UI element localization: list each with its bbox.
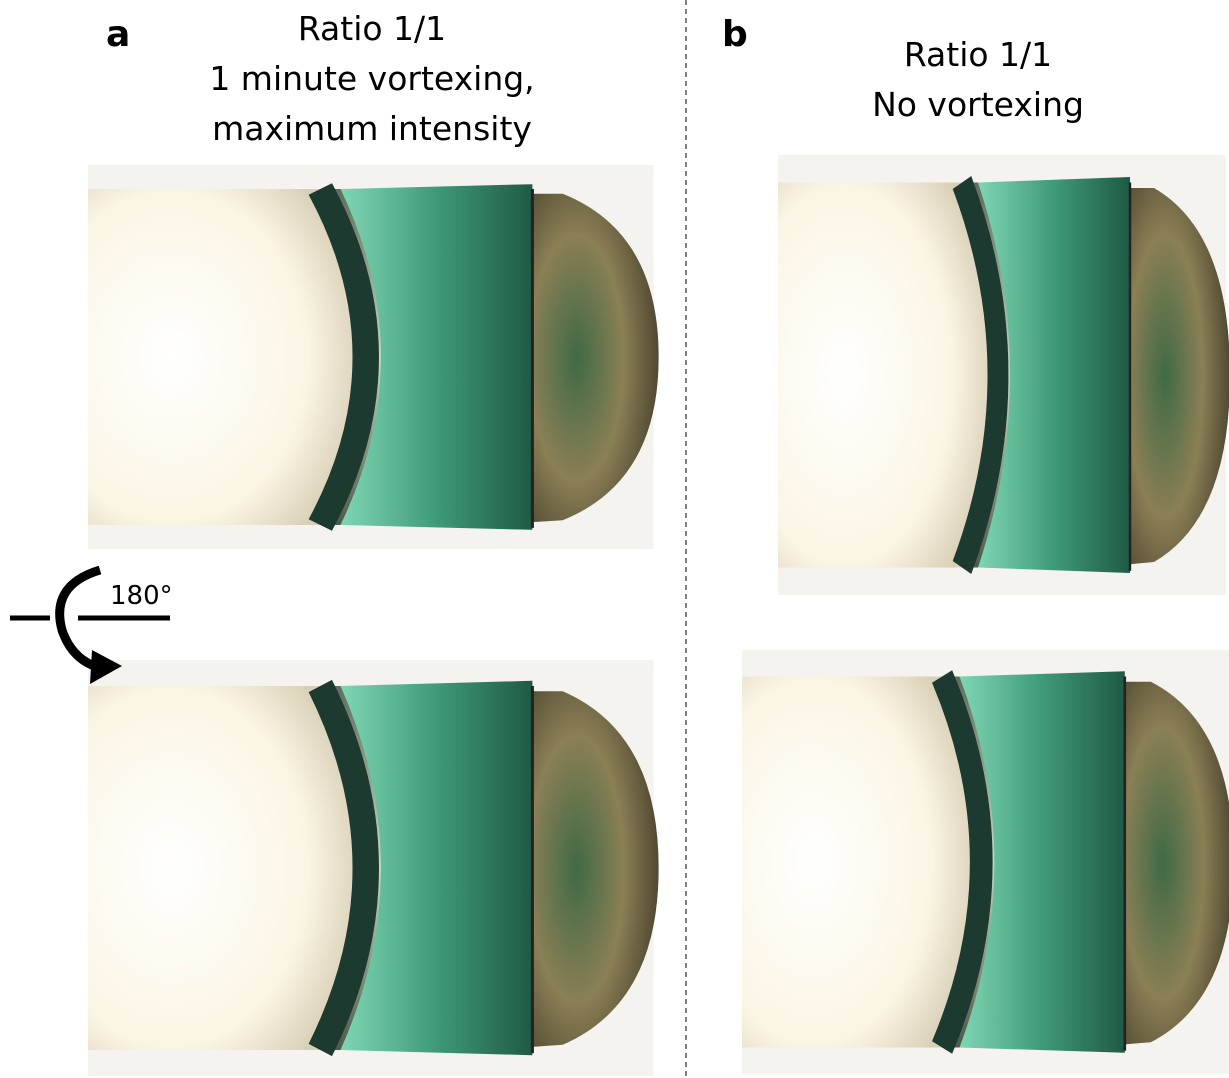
photo xyxy=(88,165,659,549)
panel-title: Ratio 1/1 xyxy=(904,35,1052,74)
panel-title: Ratio 1/1 xyxy=(298,9,446,48)
rotation-label: 180° xyxy=(110,581,173,611)
figure: a Ratio 1/1 1 minute vortexing, maximum … xyxy=(0,0,1229,1078)
photo xyxy=(742,650,1229,1074)
panel-title: No vortexing xyxy=(872,85,1084,124)
photo xyxy=(88,660,659,1076)
panel-title: maximum intensity xyxy=(212,109,532,148)
panel-label: a xyxy=(106,14,130,55)
photo xyxy=(778,155,1229,595)
panel-label: b xyxy=(722,14,748,55)
panel-title: 1 minute vortexing, xyxy=(209,59,534,98)
